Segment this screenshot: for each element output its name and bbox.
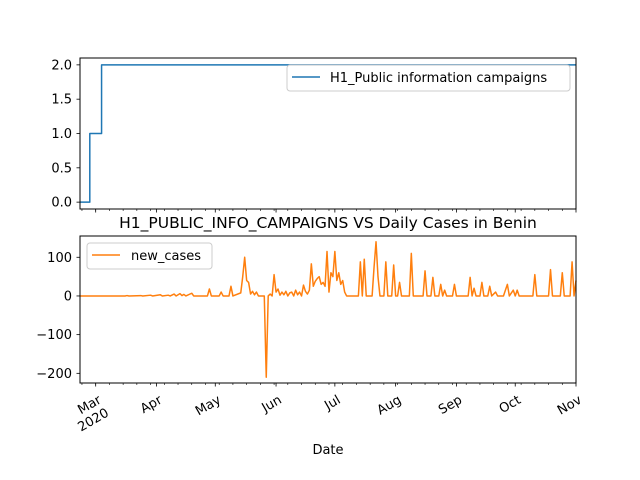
bottom-legend: new_cases <box>86 242 213 270</box>
bottom-chart-title: H1_PUBLIC_INFO_CAMPAIGNS VS Daily Cases … <box>119 214 537 233</box>
top-chart-panel: 0.0 0.5 1.0 1.5 2.0 H1_Public information ca… <box>51 57 577 213</box>
top-legend-label: H1_Public information campaigns <box>330 71 547 86</box>
bottom-ytick-label-3: 100 <box>47 251 72 266</box>
top-ytick-label-0: 0.0 <box>51 196 72 211</box>
top-ytick-label-2: 1.0 <box>51 127 72 142</box>
x-axis-label: Date <box>312 443 343 458</box>
top-plot-lines <box>80 64 576 203</box>
bottom-ytick-label-2: 0 <box>64 289 72 304</box>
top-ytick-label-4: 2.0 <box>51 58 72 73</box>
top-x-axis-ticks <box>81 209 577 213</box>
top-legend-box <box>286 64 571 92</box>
bottom-plot-lines <box>80 241 577 378</box>
bottom-y-axis-ticks: −200 −100 0 100 <box>36 251 80 382</box>
bottom-xtick-label-4: Jul <box>321 393 343 414</box>
bottom-axes-frame <box>79 235 577 384</box>
bottom-ytick-label-1: −100 <box>36 328 72 343</box>
bottom-legend-label: new_cases <box>131 249 201 264</box>
top-ytick-label-3: 1.5 <box>51 93 72 108</box>
bottom-legend-box <box>86 242 213 270</box>
bottom-ytick-label-0: −200 <box>36 367 72 382</box>
bottom-series-line-0 <box>80 241 577 378</box>
top-ytick-label-1: 0.5 <box>51 161 72 176</box>
top-y-axis-ticks: 0.0 0.5 1.0 1.5 2.0 <box>51 58 80 211</box>
top-series-line-0 <box>80 64 576 203</box>
top-legend: H1_Public information campaigns <box>286 64 571 92</box>
